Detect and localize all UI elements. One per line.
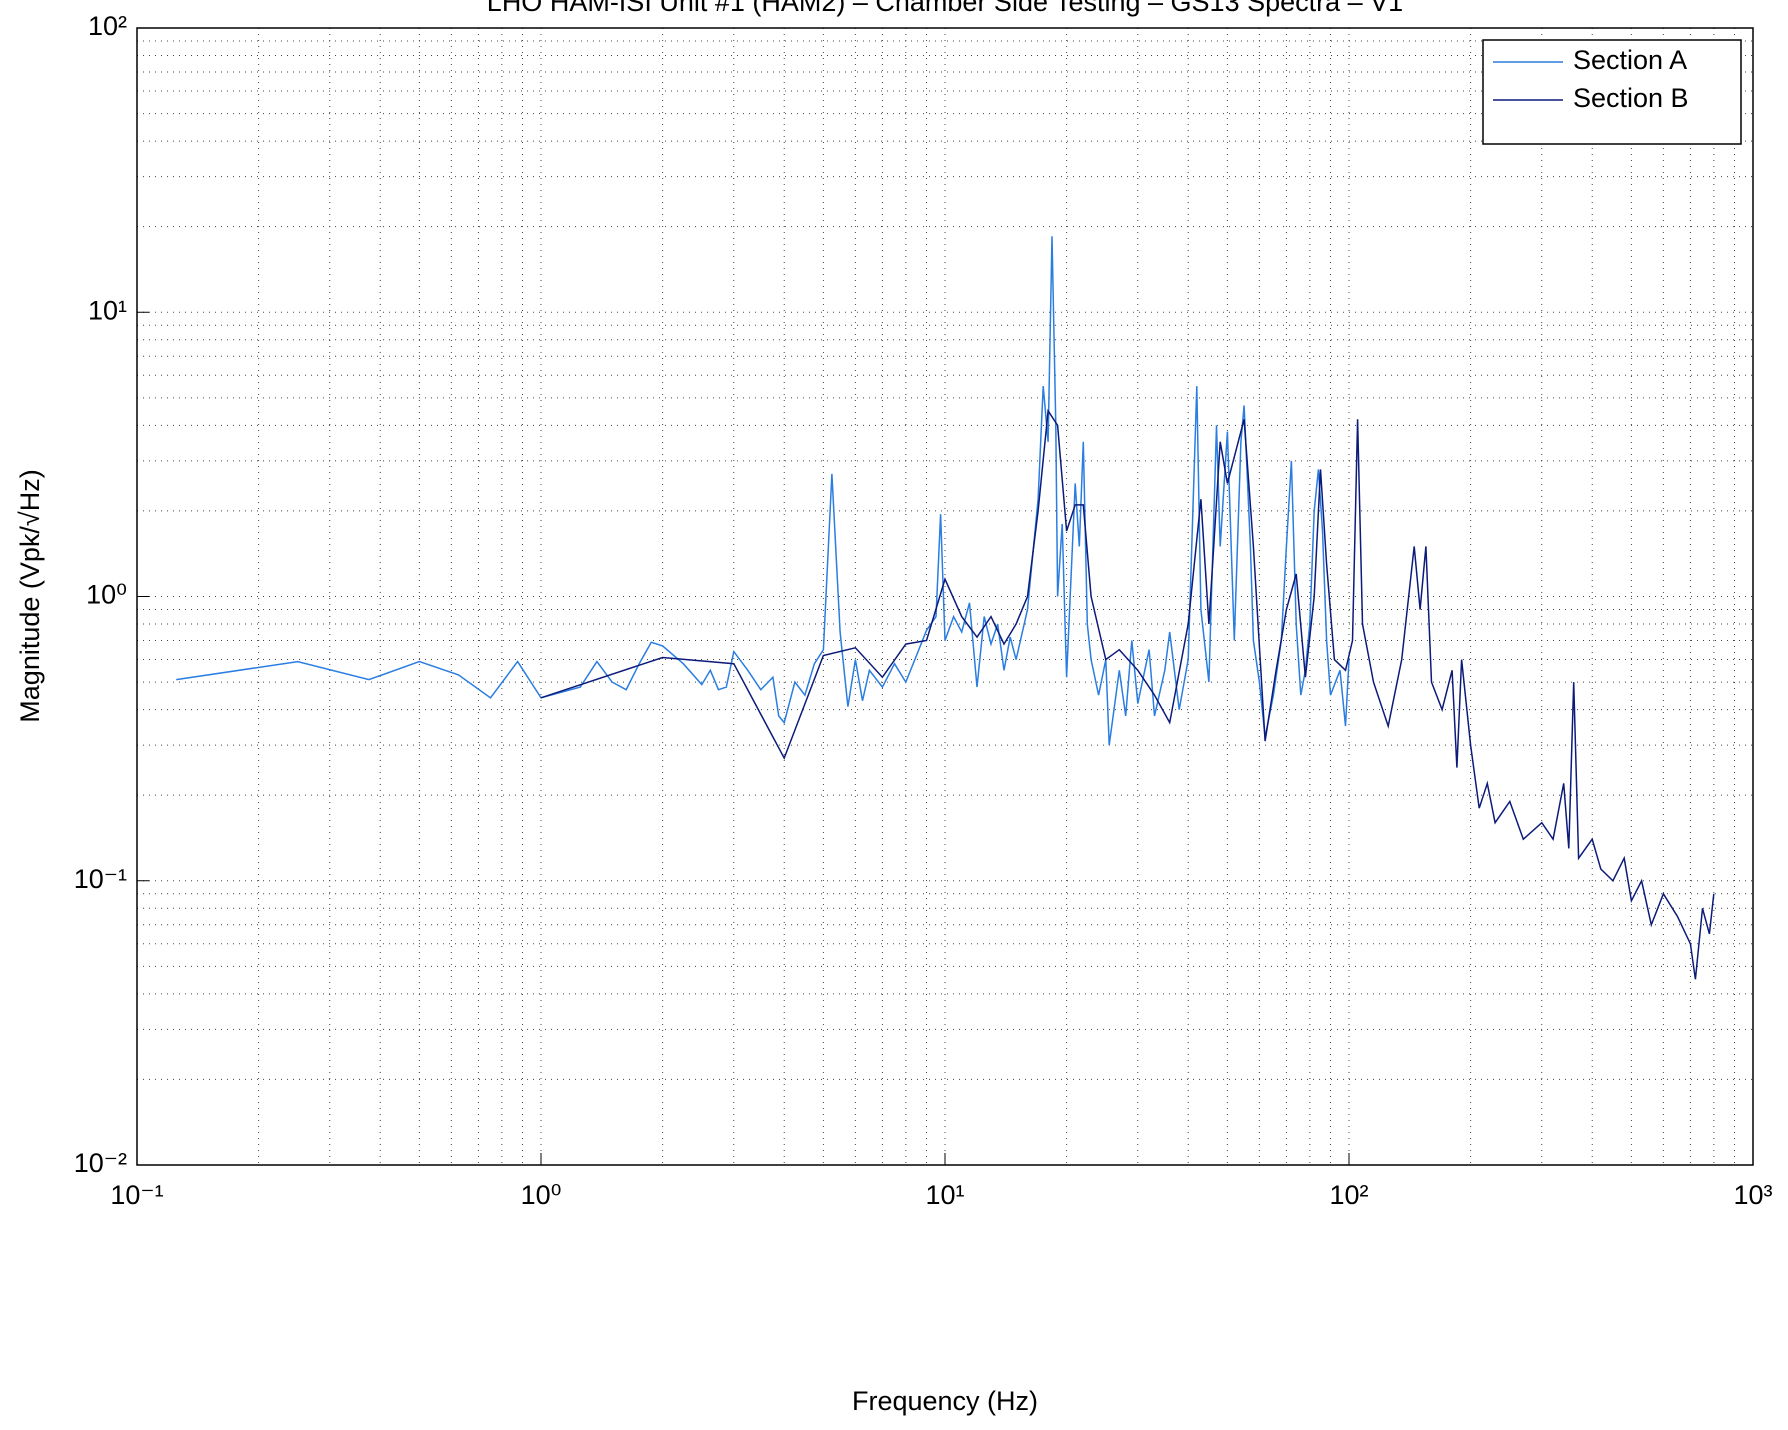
chart-title: LHO HAM-ISI Unit #1 (HAM2) – Chamber Sid… (487, 0, 1403, 17)
plot-frame (136, 27, 1754, 1166)
plot-area (137, 28, 1753, 1165)
x-tick-label: 10⁰ (521, 1180, 562, 1210)
legend-box (1482, 39, 1742, 145)
y-tick-label: 10² (88, 11, 127, 41)
y-tick-label: 10⁻² (74, 1148, 127, 1178)
legend-label: Section A (1573, 45, 1687, 75)
y-axis-label: Magnitude (Vpk/√Hz) (15, 469, 45, 722)
x-axis-label: Frequency (Hz) (852, 1386, 1038, 1416)
x-tick-label: 10² (1329, 1180, 1368, 1210)
x-tick-label: 10³ (1733, 1180, 1772, 1210)
legend-label: Section B (1573, 83, 1689, 113)
x-tick-label: 10⁻¹ (110, 1180, 163, 1210)
y-tick-label: 10⁻¹ (74, 864, 127, 894)
y-tick-label: 10¹ (88, 295, 127, 325)
x-tick-label: 10¹ (925, 1180, 964, 1210)
y-tick-label: 10⁰ (86, 580, 127, 610)
series-line (540, 408, 1715, 980)
